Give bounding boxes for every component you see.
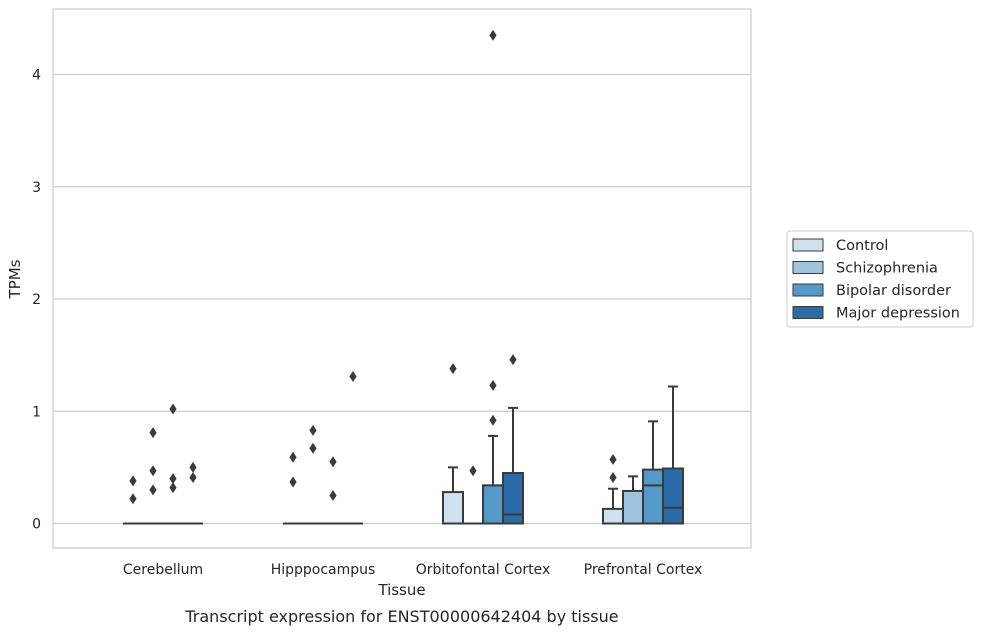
- x-tick-label-2: Hipppocampus: [271, 562, 376, 578]
- x-axis-label: Tissue: [377, 581, 425, 599]
- legend-swatch-1: [792, 238, 824, 252]
- x-tick-label-4: Prefrontal Cortex: [584, 562, 703, 578]
- outlier-point: [609, 454, 617, 466]
- box-bipolar-disorder-4: [642, 420, 664, 525]
- y-tick-label-4: 4: [32, 68, 41, 84]
- box-major-depression-2: [343, 370, 363, 525]
- outlier-point: [169, 403, 177, 415]
- legend-label-1: Control: [836, 238, 888, 254]
- outlier-point: [489, 29, 497, 41]
- box-body: [482, 484, 504, 525]
- box-major-depression-1: [183, 461, 203, 525]
- plot-frame: [52, 8, 752, 549]
- box-major-depression-3: [502, 354, 524, 525]
- outlier-point: [189, 461, 197, 473]
- legend-swatch-4: [792, 306, 824, 319]
- outlier-point: [309, 424, 317, 436]
- outlier-point: [329, 489, 337, 501]
- box-control-2: [283, 451, 303, 525]
- y-tick-label-0: 0: [32, 517, 41, 533]
- x-tick-labels: Cerebellum Hipppocampus Orbitofontal Corte…: [123, 562, 702, 578]
- outlier-point: [609, 471, 617, 483]
- box-schizophrenia-2: [303, 424, 323, 525]
- box-body: [642, 468, 664, 525]
- plot-background: [53, 9, 751, 548]
- legend-frame: [786, 230, 974, 328]
- outlier-point: [129, 475, 137, 487]
- box-major-depression-4: [662, 385, 684, 525]
- legend-label-4: Major depression: [836, 306, 960, 322]
- outlier-point: [189, 471, 197, 483]
- legend: Control Schizophrenia Bipolar disorder Majo…: [786, 230, 974, 328]
- outlier-point: [169, 482, 177, 494]
- outlier-point: [149, 465, 157, 477]
- box-bipolar-disorder-1: [163, 403, 183, 525]
- outlier-point: [169, 473, 177, 485]
- y-tick-label-2: 2: [32, 292, 41, 308]
- chart-caption: Transcript expression for ENST0000064240…: [184, 607, 618, 626]
- y-tick-label-3: 3: [32, 180, 41, 196]
- box-control-3: [442, 363, 464, 525]
- box-body: [502, 471, 524, 525]
- boxes-group: [123, 29, 684, 525]
- legend-label-3: Bipolar disorder: [836, 283, 951, 299]
- outlier-point: [489, 379, 497, 391]
- outlier-point: [309, 442, 317, 454]
- outlier-point: [289, 476, 297, 488]
- box-body: [662, 467, 684, 525]
- legend-swatch-2: [792, 261, 824, 274]
- x-tick-label-3: Orbitofontal Cortex: [416, 562, 551, 578]
- outlier-point: [489, 414, 497, 426]
- box-schizophrenia-3: [463, 465, 483, 525]
- y-tick-label-1: 1: [32, 404, 41, 420]
- outlier-point: [129, 493, 137, 505]
- box-control-1: [123, 475, 143, 525]
- outlier-point: [469, 465, 477, 477]
- outlier-point: [329, 456, 337, 468]
- outlier-point: [289, 451, 297, 463]
- y-tick-labels: 0 1 2 3 4: [32, 68, 41, 533]
- legend-label-2: Schizophrenia: [836, 261, 938, 277]
- outlier-point: [149, 427, 157, 439]
- box-body: [622, 489, 644, 525]
- box-body: [442, 491, 464, 525]
- outlier-point: [149, 484, 157, 496]
- box-control-4: [602, 454, 624, 525]
- x-tick-label-1: Cerebellum: [123, 562, 203, 578]
- outlier-point: [449, 363, 457, 375]
- outlier-point: [509, 354, 517, 366]
- box-schizophrenia-1: [143, 427, 163, 525]
- box-body: [602, 507, 624, 525]
- y-axis-label: TPMs: [6, 259, 24, 299]
- legend-swatch-3: [792, 283, 824, 297]
- outlier-point: [349, 370, 357, 382]
- box-bipolar-disorder-2: [323, 456, 343, 525]
